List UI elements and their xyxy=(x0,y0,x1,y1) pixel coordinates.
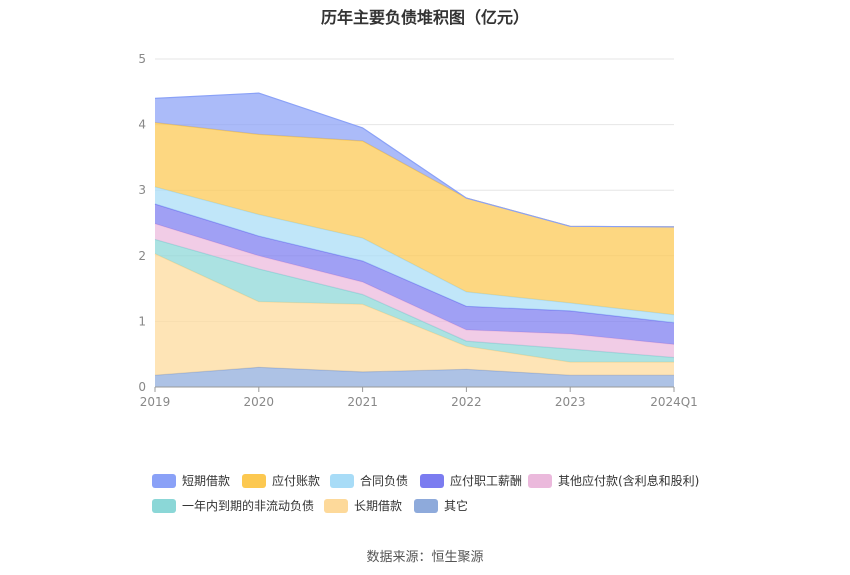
legend-swatch xyxy=(420,473,444,488)
chart-title: 历年主要负债堆积图（亿元） xyxy=(320,8,529,27)
area-series-3 xyxy=(155,223,674,358)
legend-item[interactable]: 应付职工薪酬 xyxy=(420,472,522,489)
legend-label: 一年内到期的非流动负债 xyxy=(182,499,315,513)
source-note: 数据来源：恒生聚源 xyxy=(366,550,484,565)
y-tick-label: 2 xyxy=(138,249,146,263)
x-tick-label: 2020 xyxy=(244,395,275,409)
y-tick-label: 3 xyxy=(138,183,146,197)
legend-label: 长期借款 xyxy=(354,499,403,513)
x-tick-label: 2021 xyxy=(347,395,378,409)
legend-swatch xyxy=(324,498,348,513)
legend-item[interactable]: 短期借款 xyxy=(152,472,230,489)
area-series-7 xyxy=(155,93,674,227)
y-tick-label: 5 xyxy=(138,52,146,66)
legend-label: 短期借款 xyxy=(182,474,231,488)
x-tick-label: 2022 xyxy=(451,395,482,409)
legend-item[interactable]: 应付账款 xyxy=(242,472,320,489)
legend-label: 应付职工薪酬 xyxy=(450,474,523,488)
legend-label: 其它 xyxy=(444,499,469,513)
legend-swatch xyxy=(330,473,354,488)
legend-item[interactable]: 其它 xyxy=(414,497,468,514)
legend-swatch xyxy=(242,473,266,488)
area-series-2 xyxy=(155,239,674,363)
legend-swatch xyxy=(414,498,438,513)
x-tick-label: 2019 xyxy=(140,395,171,409)
x-tick-label: 2023 xyxy=(555,395,586,409)
area-series-1 xyxy=(155,253,674,376)
legend-item[interactable]: 长期借款 xyxy=(324,497,402,514)
area-series-edge-7 xyxy=(154,92,675,228)
legend-swatch xyxy=(528,473,552,488)
legend-item[interactable]: 合同负债 xyxy=(330,472,408,489)
legend-label: 应付账款 xyxy=(272,474,321,488)
area-series-0 xyxy=(155,367,674,387)
y-tick-label: 0 xyxy=(138,380,146,394)
y-tick-label: 1 xyxy=(138,314,146,328)
legend-swatch xyxy=(152,473,176,488)
legend-label: 合同负债 xyxy=(360,474,409,488)
stacked-area-chart: 0 1 2 3 4 5 2019 2020 2021 2022 2023 2024Q1 xyxy=(138,52,697,409)
area-series-layer xyxy=(154,92,675,387)
legend-item[interactable]: 一年内到期的非流动负债 xyxy=(152,497,314,514)
axes: 0 1 2 3 4 5 2019 2020 2021 2022 2023 2024Q1 xyxy=(138,52,697,409)
legend-label: 其他应付款(含利息和股利) xyxy=(558,474,700,488)
x-tick-label: 2024Q1 xyxy=(650,395,698,409)
area-series-6 xyxy=(155,122,674,315)
legend-item[interactable]: 其他应付款(含利息和股利) xyxy=(528,472,699,489)
y-tick-label: 4 xyxy=(138,118,146,132)
legend-swatch xyxy=(152,498,176,513)
area-series-4 xyxy=(155,204,674,345)
